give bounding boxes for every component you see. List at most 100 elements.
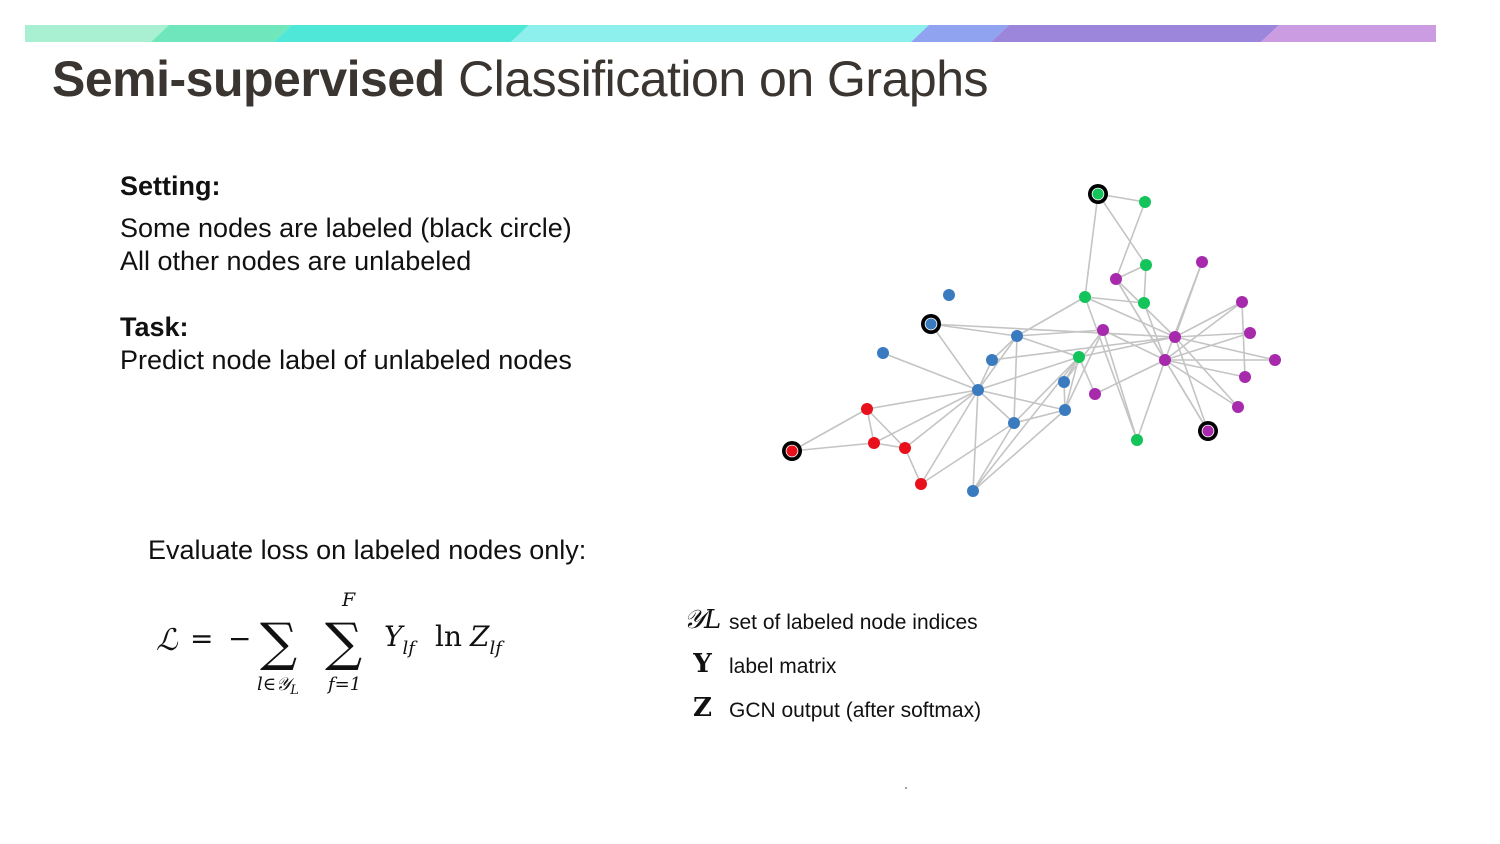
task-section: Task: Predict node label of unlabeled no… [120, 311, 572, 377]
graph-edges [791, 193, 1276, 492]
graph-node-purple [1244, 327, 1256, 339]
graph-edge [1164, 359, 1239, 408]
graph-node-red [915, 478, 927, 490]
decorative-gradient-bar [25, 25, 1436, 42]
svg-text:Zlf: Zlf [469, 620, 505, 659]
graph-node-green [1073, 351, 1085, 363]
setting-section: Setting: Some nodes are labeled (black c… [120, 170, 572, 278]
task-line-1: Predict node label of unlabeled nodes [120, 345, 572, 375]
graph-edge [1013, 356, 1080, 424]
graph-edge [1016, 335, 1080, 358]
graph-edge [1016, 329, 1104, 337]
topbar-segment [274, 25, 529, 42]
graph-edge [882, 352, 979, 391]
graph-edge [1136, 359, 1166, 441]
loss-caption: Evaluate loss on labeled nodes only: [148, 535, 587, 565]
graph-node-purple [1110, 273, 1122, 285]
graph-edge [977, 389, 1066, 411]
loss-formula: ℒ = − ∑ l∈𝒴L ∑ F f=1 Ylf ln Zlf [156, 589, 505, 698]
graph-edge [1102, 329, 1166, 361]
graph-node-green [1140, 259, 1152, 271]
title-regular-part: Classification on Graphs [458, 51, 988, 107]
graph-node-green [1139, 196, 1151, 208]
graph-edge [904, 389, 979, 449]
graph-edge [1143, 264, 1147, 304]
graph-edge [930, 323, 1176, 338]
graph-edge [866, 408, 906, 449]
graph-edge [1013, 409, 1066, 424]
graph-edge [972, 389, 979, 492]
graph-node-red [868, 437, 880, 449]
graph-edge [866, 389, 979, 410]
topbar-segment [991, 25, 1279, 42]
legend-symbol-yl: 𝒴L [683, 605, 722, 635]
legend-text-z: GCN output (after softmax) [729, 699, 982, 722]
graph-edge [1174, 332, 1251, 338]
graph-edge [1241, 301, 1246, 378]
graph-edge [1174, 336, 1239, 408]
graph-node-blue [943, 289, 955, 301]
svg-text:l∈𝒴L: l∈𝒴L [257, 674, 299, 698]
graph-node-blue [877, 347, 889, 359]
graph-edge [873, 389, 979, 444]
graph-node-red [786, 445, 798, 457]
svg-text:=: = [190, 622, 213, 655]
graph-node-blue [925, 318, 937, 330]
graph-edge [977, 356, 1080, 391]
graph-edge [1164, 332, 1251, 361]
legend-symbol-z: Z [693, 693, 712, 723]
graph-edge [1143, 302, 1166, 361]
topbar-segment [511, 25, 929, 42]
graph-edge [1164, 301, 1243, 361]
graph-edge [1084, 296, 1138, 441]
graph-edge [972, 422, 1015, 492]
graph-node-green [1138, 297, 1150, 309]
topbar-segment [1261, 25, 1436, 42]
graph-edge [1078, 336, 1176, 358]
graph-node-green [1131, 434, 1143, 446]
graph-edge [1084, 296, 1145, 304]
graph-edge [1084, 193, 1099, 298]
graph-edge [1064, 356, 1080, 411]
setting-line-2: All other nodes are unlabeled [120, 246, 472, 276]
graph-node-blue [967, 485, 979, 497]
graph-edge [930, 323, 979, 391]
sum-symbol-2: ∑ [325, 613, 362, 673]
legend-symbol-y: Y [693, 649, 712, 679]
graph-node-purple [1239, 371, 1251, 383]
graph-nodes [782, 184, 1281, 497]
topbar-segment [911, 25, 1009, 42]
graph-node-purple [1269, 354, 1281, 366]
graph-edge [1078, 356, 1096, 395]
legend-text-y: label matrix [729, 655, 837, 678]
graph-edge [1016, 296, 1086, 337]
graph-edge [1013, 335, 1018, 424]
graph-edge [1174, 336, 1209, 432]
graph-edge [1084, 296, 1176, 338]
graph-edge [1102, 329, 1138, 441]
graph-node-blue [1058, 376, 1070, 388]
graph-node-blue [1008, 417, 1020, 429]
graph-node-purple [1232, 401, 1244, 413]
graph-edge [920, 389, 979, 485]
graph-node-purple [1169, 331, 1181, 343]
graph-node-red [899, 442, 911, 454]
graph-edge [904, 447, 922, 485]
setting-line-1: Some nodes are labeled (black circle) [120, 213, 572, 243]
graph-node-green [1079, 291, 1091, 303]
graph-edge [991, 336, 1176, 361]
svg-text:Ylf: Ylf [384, 620, 418, 659]
graph-node-purple [1202, 425, 1214, 437]
graph-edge [972, 409, 1066, 492]
svg-text:ln: ln [435, 620, 462, 653]
graph-edge [791, 442, 875, 452]
graph-node-purple [1196, 256, 1208, 268]
graph-edge [920, 422, 1015, 485]
graph-edge [1174, 301, 1243, 338]
graph-edge [1174, 261, 1203, 338]
graph-node-purple [1159, 354, 1171, 366]
graph-edge [1164, 359, 1246, 378]
setting-heading: Setting: [120, 171, 221, 201]
graph-edge [1115, 201, 1146, 280]
graph-node-red [861, 403, 873, 415]
